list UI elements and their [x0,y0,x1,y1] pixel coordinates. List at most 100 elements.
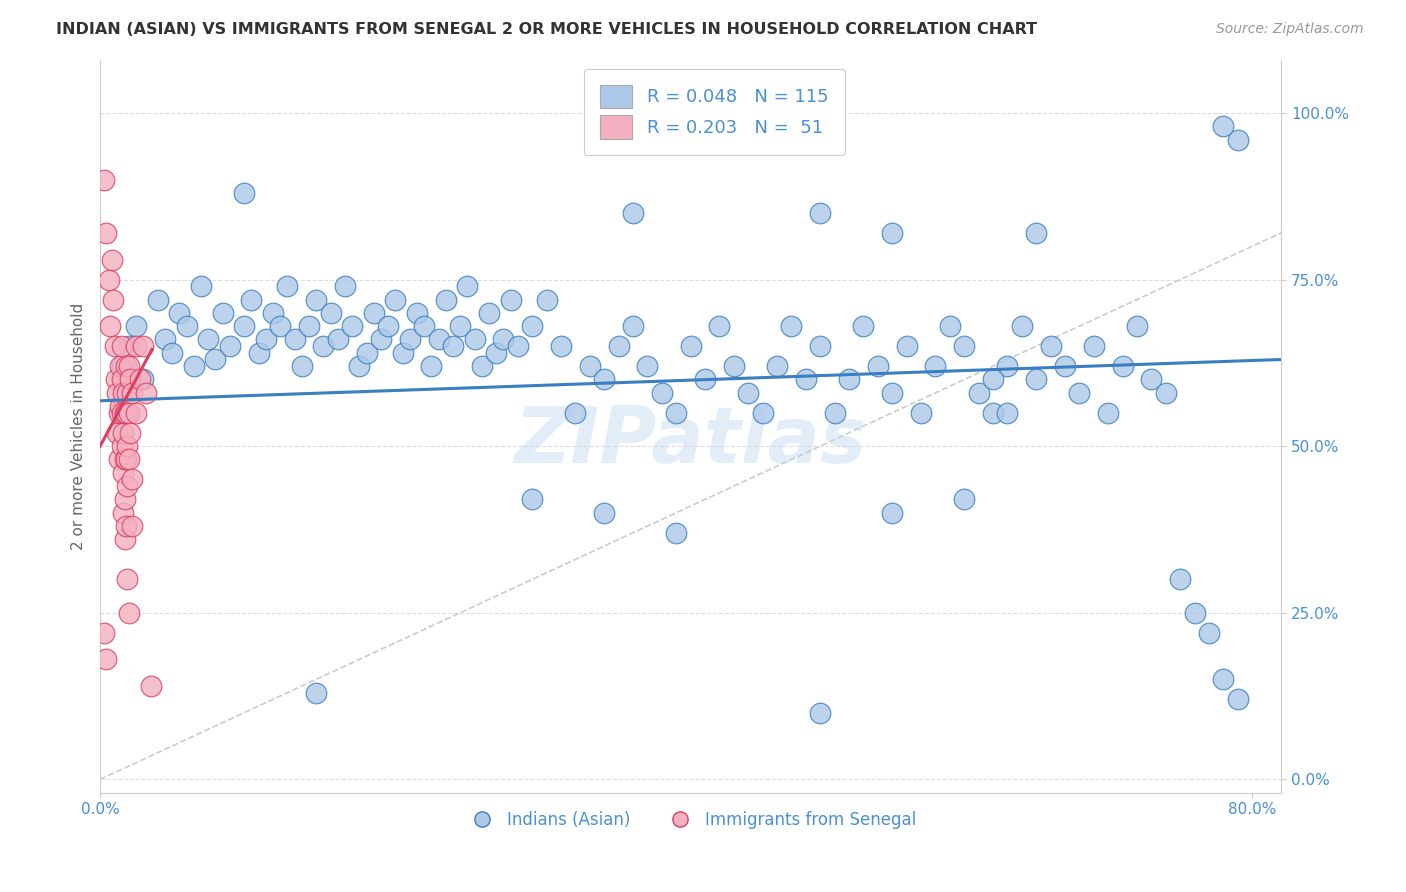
Point [104,372,127,386]
Point [522,492,544,507]
Point [204,352,226,367]
Point [882,226,904,240]
Point [1025,372,1047,386]
Point [190,279,212,293]
Point [135,385,157,400]
Point [93,625,115,640]
Point [398,333,420,347]
Text: ZIPatlas: ZIPatlas [515,403,866,479]
Point [349,359,371,373]
Point [112,466,135,480]
Point [924,359,946,373]
Point [118,406,141,420]
Point [340,319,363,334]
Point [305,686,328,700]
Point [110,399,132,413]
Point [94,226,117,240]
Point [319,306,342,320]
Point [115,359,138,373]
Point [665,406,688,420]
Point [1126,319,1149,334]
Point [1069,385,1091,400]
Point [953,339,976,353]
Point [112,425,135,440]
Point [115,519,138,533]
Point [94,652,117,666]
Point [1083,339,1105,353]
Point [766,359,789,373]
Point [709,319,731,334]
Point [110,359,132,373]
Point [391,346,413,360]
Point [146,293,169,307]
Point [370,333,392,347]
Point [117,439,139,453]
Point [1011,319,1033,334]
Point [808,706,831,720]
Point [593,506,616,520]
Point [312,339,335,353]
Point [1154,385,1177,400]
Point [464,333,486,347]
Point [441,339,464,353]
Point [413,319,436,334]
Point [120,372,142,386]
Point [896,339,918,353]
Point [121,385,143,400]
Point [107,425,129,440]
Point [808,206,831,220]
Point [118,359,141,373]
Point [276,279,298,293]
Point [1097,406,1119,420]
Point [111,439,134,453]
Point [406,306,429,320]
Point [112,385,135,400]
Point [1140,372,1163,386]
Point [125,339,148,353]
Point [125,319,148,334]
Point [981,406,1004,420]
Y-axis label: 2 or more Vehicles in Household: 2 or more Vehicles in Household [72,302,86,549]
Point [824,406,846,420]
Point [211,306,233,320]
Point [169,306,191,320]
Point [118,452,141,467]
Point [492,333,515,347]
Point [107,385,129,400]
Point [129,372,152,386]
Point [111,359,134,373]
Point [1198,625,1220,640]
Point [679,339,702,353]
Point [101,293,124,307]
Point [356,346,378,360]
Point [247,346,270,360]
Point [384,293,406,307]
Point [420,359,443,373]
Point [522,319,544,334]
Point [434,293,457,307]
Point [1025,226,1047,240]
Point [1054,359,1077,373]
Point [1111,359,1133,373]
Point [305,293,328,307]
Point [780,319,803,334]
Point [665,525,688,540]
Text: INDIAN (ASIAN) VS IMMIGRANTS FROM SENEGAL 2 OR MORE VEHICLES IN HOUSEHOLD CORREL: INDIAN (ASIAN) VS IMMIGRANTS FROM SENEGA… [56,22,1038,37]
Point [291,359,314,373]
Point [808,339,831,353]
Point [838,372,860,386]
Point [111,406,134,420]
Point [967,385,990,400]
Point [112,506,135,520]
Point [536,293,558,307]
Legend: Indians (Asian), Immigrants from Senegal: Indians (Asian), Immigrants from Senegal [458,805,922,836]
Point [485,346,508,360]
Point [132,339,155,353]
Point [1212,120,1234,134]
Point [693,372,716,386]
Point [108,452,131,467]
Point [427,333,450,347]
Point [103,339,125,353]
Point [269,319,291,334]
Point [1168,573,1191,587]
